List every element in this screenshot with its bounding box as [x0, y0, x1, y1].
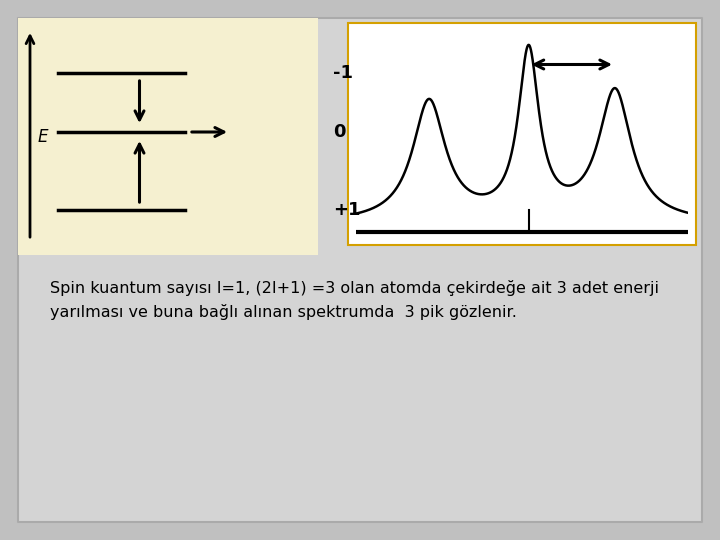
Text: 0: 0	[333, 123, 346, 141]
Bar	[18, 18, 318, 255]
Text: +1: +1	[333, 201, 361, 219]
Bar	[348, 23, 696, 245]
Text: Spin kuantum sayısı I=1, (2I+1) =3 olan atomda çekirdeğe ait 3 adet enerji
yarıl: Spin kuantum sayısı I=1, (2I+1) =3 olan …	[50, 280, 659, 320]
Text: E: E	[38, 128, 48, 146]
Text: -1: -1	[333, 64, 353, 82]
